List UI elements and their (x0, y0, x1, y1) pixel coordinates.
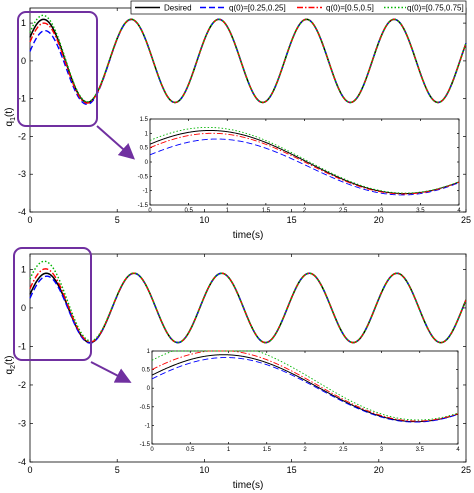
panel-q1-xtick-label: 25 (461, 215, 471, 225)
panel-q2-series-3 (29, 260, 467, 344)
panel-q1-xtick-label: 20 (374, 215, 384, 225)
panel-q2-series (29, 260, 467, 344)
inset-q1-xtick-label: 4 (457, 208, 461, 214)
inset-q2-series-1 (151, 357, 459, 423)
inset-q1-ytick-label: 1 (145, 131, 149, 137)
panel-q2-ytick-label: -2 (18, 380, 26, 390)
inset-q1-xtick-label: 0.5 (184, 208, 193, 214)
inset-q2-xtick-label: 0.5 (186, 447, 195, 453)
panel-q1-ytick-label: -4 (18, 207, 26, 217)
legend-label-desired: Desired (164, 4, 192, 13)
inset-q2-xtick-label: 3.5 (416, 447, 425, 453)
inset-q2-series (151, 350, 459, 423)
inset-q2-series-3 (151, 350, 459, 421)
zoom-arrow-q2 (90, 361, 132, 383)
panel-q2-ylabel: q2(t) (4, 356, 17, 375)
panel-q1-ytick-label: -2 (18, 131, 26, 141)
inset-q2-xtick-label: 4 (456, 447, 460, 453)
inset-q1-xtick-label: 2.5 (339, 208, 348, 214)
inset-q1-xtick-label: 1 (226, 208, 230, 214)
panel-q2-ytick-label: -3 (18, 418, 26, 428)
panel-q2-series-0 (29, 272, 467, 344)
inset-q2-xtick-label: 2 (303, 447, 307, 453)
panel-q2-xtick-label: 10 (199, 465, 209, 475)
panel-q1-ytick-label: -3 (18, 169, 26, 179)
legend-label-q05: q(0)=[0.5,0.5] (326, 4, 374, 13)
inset-q2-ytick-label: -1 (145, 423, 151, 429)
zoom-highlight-box-q2 (13, 247, 92, 361)
panel-q2-series-1 (29, 272, 467, 344)
panel-q1-ytick-label: 1 (21, 18, 26, 28)
inset-q1-xtick-label: 0 (148, 208, 152, 214)
panel-q2-series-2 (29, 268, 467, 344)
panel-q1-xtick-label: 5 (115, 215, 120, 225)
panel-q2-ticks: 0 5 10 15 20 25-4-3-2-101 (18, 254, 471, 475)
panel-q2-xtick-label: 0 (27, 465, 32, 475)
panel-q1-ylabel: q1(t) (4, 108, 17, 127)
inset-q1-ticks: 0 0.5 1 1.5 2 2.5 3 3.5 4 -1.5 -1 -0.5 0 0.5 1 1.5 (138, 117, 462, 214)
panel-q1-ytick-label: -1 (18, 94, 26, 104)
inset-q2-ytick-label: 0.5 (142, 368, 151, 374)
legend-label-q025: q(0)=[0.25,0.25] (229, 4, 286, 13)
panel-q2-frame (29, 253, 467, 463)
inset-q1-ytick-label: 0 (145, 160, 149, 166)
panel-q2-xtick-label: 5 (115, 465, 120, 475)
panel-q1-ytick-label: 0 (21, 56, 26, 66)
panel-q1-xtick-label: 10 (199, 215, 209, 225)
inset-q1-ytick-label: -0.5 (138, 174, 149, 180)
panel-q2-ytick-label: -4 (18, 457, 26, 467)
inset-q2-series-2 (151, 350, 459, 422)
inset-q1-series (149, 126, 460, 196)
panel-q2: 0 5 10 15 20 25-4-3-2-101 time(s) q2(t) 0 0.5 1… (4, 247, 471, 491)
panel-q2-ytick-label: 1 (21, 264, 26, 274)
inset-q2-frame (151, 350, 459, 445)
inset-q1-series-3 (149, 126, 460, 194)
inset-q1-xtick-label: 3 (380, 208, 384, 214)
zoom-arrow-q1 (96, 125, 135, 160)
panel-q2-xtick-label: 15 (287, 465, 297, 475)
panel-q1-series-0 (29, 18, 467, 104)
panel-q1-xtick-label: 15 (287, 215, 297, 225)
panel-q1-series (29, 14, 467, 106)
panel-q2-ytick-label: 0 (21, 303, 26, 313)
inset-q2-ticks: 0 0.5 1 1.5 2 2.5 3 3.5 4 -1.5 -1 -0.5 0 0.5 1 (140, 349, 461, 453)
inset-q1-series-0 (149, 129, 460, 195)
inset-q2-ytick-label: 0 (147, 386, 151, 392)
inset-q1-ytick-label: -1.5 (138, 203, 149, 209)
inset-q2: 0 0.5 1 1.5 2 2.5 3 3.5 4 -1.5 -1 -0.5 0 0.5 1 (140, 349, 461, 453)
inset-q1-ytick-label: 1.5 (140, 117, 149, 123)
inset-q1: 0 0.5 1 1.5 2 2.5 3 3.5 4 -1.5 -1 -0.5 0 0.5 1 1.5 (138, 117, 462, 214)
inset-q2-series-0 (151, 354, 459, 423)
inset-q2-xtick-label: 1.5 (263, 447, 272, 453)
panel-q2-xtick-label: 25 (461, 465, 471, 475)
inset-q2-xtick-label: 1 (227, 447, 231, 453)
zoom-highlight-box-q1 (17, 11, 98, 127)
panel-q1: 0 5 10 15 20 25-4-3-2-101 time(s) q1(t) Desir… (4, 0, 471, 241)
panel-q1-series-2 (29, 18, 467, 104)
inset-q1-ytick-label: 0.5 (140, 146, 149, 152)
panel-q2-ytick-label: -1 (18, 341, 26, 351)
inset-q2-ytick-label: -1.5 (140, 442, 151, 448)
inset-q1-xtick-label: 2 (303, 208, 307, 214)
inset-q2-xtick-label: 3 (380, 447, 384, 453)
panel-q1-series-3 (29, 14, 467, 104)
panel-q1-xtick-label: 0 (27, 215, 32, 225)
inset-q1-xtick-label: 3.5 (416, 208, 425, 214)
inset-q2-ytick-label: 1 (147, 349, 151, 355)
panel-q1-xlabel: time(s) (233, 230, 264, 241)
inset-q1-series-2 (149, 132, 460, 195)
legend: Desired q(0)=[0.25,0.25] q(0)=[0.5,0.5] … (130, 0, 467, 15)
inset-q2-ytick-label: -0.5 (140, 405, 151, 411)
legend-label-q075: q(0)=[0.75,0.75] (407, 4, 464, 13)
inset-q1-ytick-label: -1 (143, 189, 149, 195)
panel-q2-xtick-label: 20 (374, 465, 384, 475)
inset-q2-xtick-label: 0 (150, 447, 154, 453)
panel-q2-xlabel: time(s) (233, 480, 264, 491)
panel-q1-series-1 (29, 18, 467, 106)
inset-q2-xtick-label: 2.5 (339, 447, 348, 453)
inset-q1-xtick-label: 1.5 (262, 208, 271, 214)
